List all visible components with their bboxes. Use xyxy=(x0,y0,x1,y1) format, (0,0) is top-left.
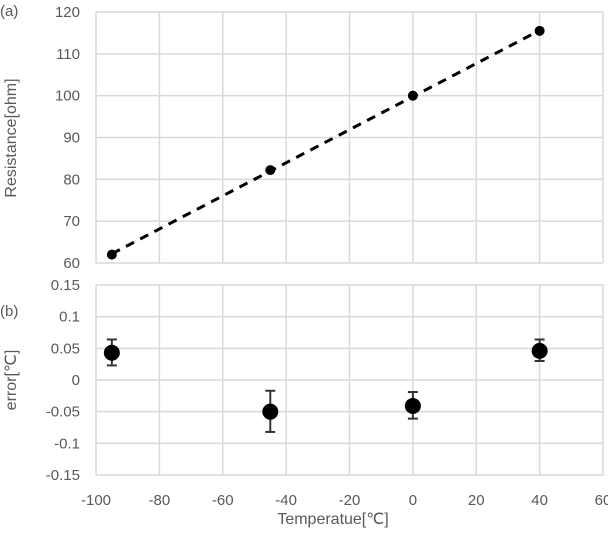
x-tick-label: 40 xyxy=(531,492,548,509)
y-tick-label: 0.15 xyxy=(51,277,80,294)
x-tick-label: 0 xyxy=(409,492,417,509)
x-tick-label: -100 xyxy=(81,492,111,509)
data-point xyxy=(265,165,276,176)
y-tick-label: 120 xyxy=(55,4,80,21)
y-axis-title-a: Resistance[ohm] xyxy=(3,78,20,197)
x-axis-title: Temperatue[℃] xyxy=(277,511,388,528)
data-point xyxy=(407,90,418,101)
y-tick-label: 70 xyxy=(63,213,80,230)
x-tick-label: -80 xyxy=(149,492,171,509)
y-axis-title-b: error[℃] xyxy=(3,350,20,411)
fit-line xyxy=(111,29,541,256)
y-tick-label: 0.1 xyxy=(59,309,80,326)
y-tick-label: 110 xyxy=(56,46,80,63)
panel-a: 60 70 80 90 100 110 120 xyxy=(55,4,604,272)
data-point xyxy=(404,397,421,414)
data-point xyxy=(103,344,120,361)
y-tick-label: -0.1 xyxy=(54,435,80,452)
y-tick-label: 60 xyxy=(63,255,80,272)
data-point xyxy=(262,403,279,420)
panel-label-b: (b) xyxy=(0,303,18,320)
y-tick-label: -0.05 xyxy=(46,404,80,421)
y-tick-label: -0.15 xyxy=(46,467,80,484)
y-tick-label: 80 xyxy=(63,171,80,188)
y-tick-label: 0.05 xyxy=(51,340,80,357)
x-tick-label: -20 xyxy=(339,492,361,509)
data-point xyxy=(106,249,117,260)
y-tick-label: 0 xyxy=(72,372,80,389)
panel-b: 0.15 0.1 0.05 0 -0.05 -0.1 -0.15-100 -80 -60 -40 -… xyxy=(46,277,608,509)
panel-label-a: (a) xyxy=(0,3,18,20)
data-point xyxy=(534,25,545,36)
x-tick-label: -40 xyxy=(275,492,297,509)
x-tick-label: -60 xyxy=(212,492,234,509)
y-tick-label: 90 xyxy=(63,130,80,147)
data-point xyxy=(531,342,548,359)
x-tick-label: 20 xyxy=(468,492,485,509)
y-tick-label: 100 xyxy=(55,88,80,105)
x-tick-label: 60 xyxy=(595,492,608,509)
